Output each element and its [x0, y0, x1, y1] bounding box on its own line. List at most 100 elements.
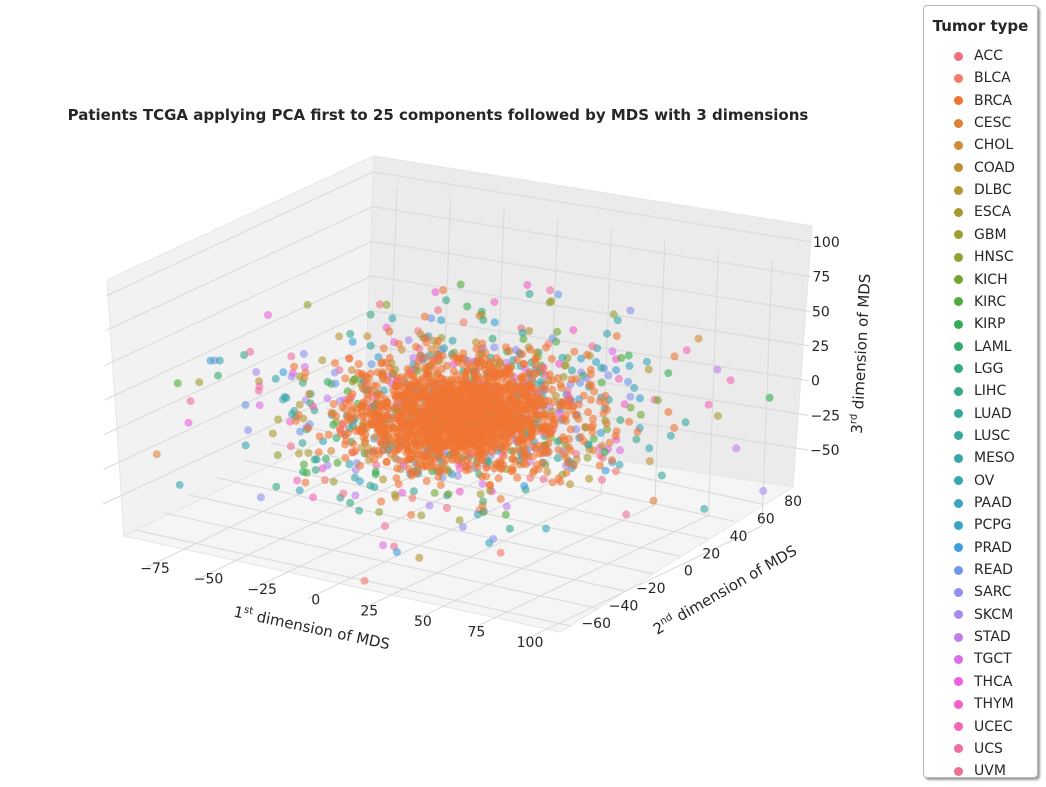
- scatter-point: [475, 357, 484, 366]
- scatter-point: [484, 438, 493, 447]
- scatter-point: [525, 290, 534, 298]
- scatter-point: [330, 368, 339, 377]
- scatter-point: [492, 354, 501, 363]
- scatter-point: [472, 338, 480, 347]
- scatter-point: [501, 370, 510, 379]
- scatter-point: [291, 416, 300, 425]
- scatter-point: [318, 356, 327, 365]
- scatter-point: [392, 380, 401, 389]
- scatter-point: [492, 391, 501, 400]
- legend-label: UCEC: [974, 718, 1013, 735]
- scatter-point: [362, 378, 371, 387]
- legend-label: LUAD: [974, 405, 1012, 422]
- scatter-point: [375, 508, 384, 516]
- scatter-point: [398, 488, 407, 497]
- scatter-point: [464, 426, 473, 435]
- scatter-point: [355, 506, 364, 515]
- scatter-point: [479, 410, 488, 419]
- scatter-point: [526, 474, 535, 482]
- scatter-point: [175, 480, 184, 489]
- scatter-point: [566, 480, 574, 489]
- scatter-point: [412, 342, 420, 351]
- scatter-point: [241, 441, 250, 450]
- scatter-point: [597, 363, 606, 372]
- scatter-point: [485, 481, 494, 490]
- legend-item-lgg: LGG: [954, 358, 1004, 380]
- scatter-point: [601, 466, 610, 475]
- scatter-point: [544, 447, 553, 456]
- scatter-point: [411, 440, 420, 449]
- scatter-point: [392, 399, 401, 408]
- x-tick-label: 50: [414, 614, 432, 630]
- scatter-point: [373, 368, 382, 377]
- y-gridline: [189, 494, 626, 592]
- scatter-point: [713, 412, 722, 420]
- scatter-point: [583, 453, 592, 462]
- scatter-point: [560, 450, 569, 459]
- scatter-point: [620, 400, 629, 409]
- scatter-point: [548, 376, 557, 385]
- scatter-point: [385, 363, 394, 372]
- scatter-point: [434, 424, 443, 433]
- scatter-point: [535, 412, 543, 421]
- legend-marker: [954, 96, 963, 106]
- scatter-point: [497, 458, 506, 467]
- legend-label: HNSC: [974, 249, 1014, 266]
- scatter-point: [359, 411, 368, 420]
- scatter-point: [765, 393, 774, 402]
- scatter-point: [608, 456, 616, 465]
- scatter-point: [332, 412, 341, 421]
- scatter-point: [503, 405, 512, 413]
- scatter-point: [450, 407, 459, 416]
- legend-item-coad: COAD: [954, 157, 1015, 179]
- scatter-point: [454, 419, 463, 428]
- legend-label: READ: [974, 562, 1013, 579]
- scatter-point: [323, 461, 332, 470]
- scatter-point: [321, 454, 330, 463]
- scatter-point: [636, 410, 645, 419]
- scatter-point: [494, 474, 503, 483]
- legend-marker: [954, 275, 963, 284]
- scatter-point: [612, 467, 620, 476]
- scatter-point: [556, 380, 565, 389]
- scatter-point: [339, 489, 348, 498]
- scatter-point: [759, 486, 768, 495]
- legend-item-ucec: UCEC: [954, 716, 1013, 738]
- scatter-point: [555, 409, 564, 418]
- scatter-point: [478, 339, 487, 348]
- scatter-point: [496, 548, 505, 557]
- scatter-point: [473, 397, 482, 405]
- x-gridline: [468, 514, 709, 631]
- scatter-point: [694, 334, 703, 343]
- legend-marker: [954, 565, 963, 575]
- scatter-point: [255, 401, 264, 410]
- scatter-point: [547, 411, 556, 420]
- legend-marker: [954, 677, 963, 687]
- x-gridline: [253, 472, 495, 589]
- scatter-point: [471, 380, 480, 389]
- scatter-point: [421, 419, 430, 428]
- scatter-point: [426, 361, 435, 370]
- legend-marker: [954, 140, 963, 150]
- y-tick-label: 0: [684, 564, 693, 580]
- scatter-point: [526, 345, 535, 354]
- scatter-point: [331, 359, 339, 368]
- scatter-point: [444, 490, 453, 499]
- legend-label: DLBC: [974, 182, 1012, 199]
- scatter-point: [438, 351, 447, 360]
- scatter-point: [664, 408, 673, 416]
- scatter-point: [152, 450, 161, 459]
- scatter-point: [315, 432, 324, 441]
- legend-label: PRAD: [974, 539, 1012, 556]
- scatter-point: [379, 344, 388, 353]
- legend-label: KICH: [974, 271, 1008, 288]
- scatter-point: [309, 402, 318, 411]
- scatter-point: [402, 387, 410, 396]
- legend-item-sarc: SARC: [954, 581, 1012, 603]
- scatter-point: [482, 463, 491, 472]
- scatter-point: [369, 448, 378, 457]
- x-tick-label: −75: [140, 561, 170, 577]
- scatter-point: [377, 497, 386, 506]
- legend-label: UCS: [974, 740, 1003, 757]
- x-gridline-wall: [654, 239, 666, 505]
